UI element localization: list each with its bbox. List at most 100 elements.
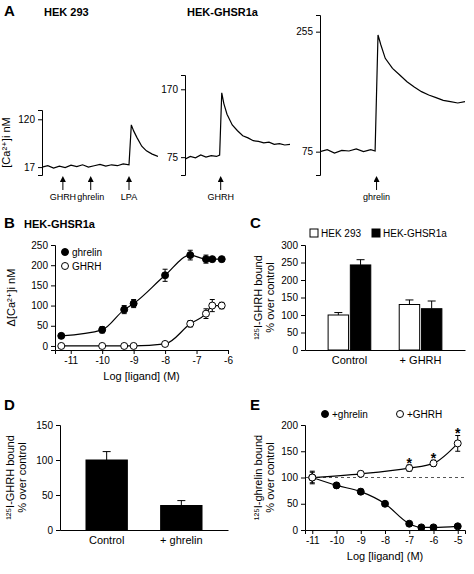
bar [328, 315, 348, 350]
y-axis: 17120 [18, 111, 42, 176]
tick-mark [385, 530, 386, 534]
tick: 150 [31, 280, 55, 291]
series-line [61, 306, 221, 346]
tick-label: 0 [42, 341, 48, 352]
bar [421, 309, 441, 350]
tick: + ghrelin [160, 530, 203, 546]
tick: 250 [31, 240, 55, 251]
tick-mark [301, 504, 305, 505]
tick: 300 [281, 240, 305, 251]
bar [161, 506, 202, 531]
y-axis-title: ¹²⁵I-GHRH bound [4, 435, 16, 520]
tick-label: 100 [36, 455, 53, 466]
panel: E¹²⁵I-ghrelin bound% over control0501001… [250, 396, 466, 562]
tick-label: -10 [95, 355, 110, 366]
data-point [209, 256, 216, 263]
tick-mark [301, 245, 305, 246]
tick-mark [301, 298, 305, 299]
data-point [99, 326, 106, 333]
axis-line [181, 76, 186, 176]
x-axis: -11-10-9-8-7-6 [56, 350, 234, 366]
data-point [121, 342, 128, 349]
y-axis: 050100150200 [281, 420, 305, 536]
data-point [454, 440, 461, 447]
panel-letter: C [250, 214, 261, 231]
chart-title: HEK-GHSR1a [187, 6, 259, 18]
tick-label: -8 [161, 355, 170, 366]
y-axis-title: [Ca²⁺]i nM [0, 117, 12, 167]
tick-label: 100 [31, 300, 48, 311]
legend: +ghrelin+GHRH [322, 409, 443, 420]
tick: 100 [281, 310, 305, 321]
panel: C¹²⁵I-GHRH bound% over control0501001502… [250, 214, 466, 366]
tick-mark [56, 460, 60, 461]
annotation: ghrelin [77, 192, 104, 202]
tick-label: 75 [167, 152, 179, 163]
y-axis-title: ¹²⁵I-ghrelin bound [252, 435, 264, 520]
tick-mark [301, 425, 305, 426]
data-point [382, 500, 389, 507]
data-point [357, 470, 364, 477]
tick-label: -5 [454, 535, 463, 546]
error-bar [358, 489, 363, 494]
tick: + GHRH [400, 350, 442, 366]
series-line [320, 35, 465, 153]
annotation: LPA [121, 192, 137, 202]
bar [350, 265, 370, 350]
tick-mark [301, 263, 305, 264]
tick-label: 250 [281, 257, 298, 268]
tick-mark [134, 350, 135, 354]
error-bar [210, 300, 215, 312]
tick: 100 [36, 455, 60, 466]
error-bar [357, 260, 365, 265]
plot-marks [58, 250, 225, 349]
data-point [418, 524, 425, 530]
tick: -11 [306, 530, 320, 546]
tick: Control [89, 530, 124, 546]
series-line [42, 125, 158, 168]
axis-line [61, 530, 229, 531]
tick: 0 [292, 525, 305, 536]
tick-mark [301, 280, 305, 281]
tick-mark [38, 119, 42, 120]
data-point [309, 474, 316, 481]
y-axis: 050100150200250300 [281, 240, 305, 356]
tick: -11 [64, 350, 78, 366]
tick: 120 [18, 114, 42, 125]
series-line [312, 478, 457, 528]
tick-label: 50 [287, 498, 299, 509]
series-line [185, 93, 290, 159]
tick: -8 [161, 350, 170, 366]
axis-line [301, 426, 306, 531]
tick: -6 [430, 530, 439, 546]
tick-label: 100 [281, 310, 298, 321]
data-point [218, 256, 225, 263]
error-bar [334, 483, 339, 488]
tick: 150 [36, 420, 60, 431]
tick: -9 [357, 530, 366, 546]
error-bar [405, 300, 413, 305]
tick: -7 [405, 530, 414, 546]
tick-mark [71, 350, 72, 354]
annotation: ghrelin [363, 192, 390, 202]
legend-marker [322, 411, 329, 418]
series-line [312, 443, 457, 477]
annotation-arrow [62, 179, 63, 190]
y-axis: 050100150200250 [31, 240, 55, 352]
tick-mark [458, 530, 459, 534]
tick-label: 150 [36, 420, 53, 431]
tick: 50 [287, 327, 305, 338]
tick: 100 [31, 300, 55, 311]
legend-label: ghrelin [72, 247, 102, 258]
tick-label: 50 [287, 327, 299, 338]
bar [399, 305, 419, 351]
tick-mark [409, 530, 410, 534]
data-point [333, 482, 340, 489]
tick-mark [197, 350, 198, 354]
tick: 75 [302, 146, 320, 157]
error-bar [188, 321, 193, 327]
axis-line [306, 531, 466, 535]
tick: 50 [37, 320, 55, 331]
error-bar [310, 472, 315, 483]
tick: 200 [281, 275, 305, 286]
